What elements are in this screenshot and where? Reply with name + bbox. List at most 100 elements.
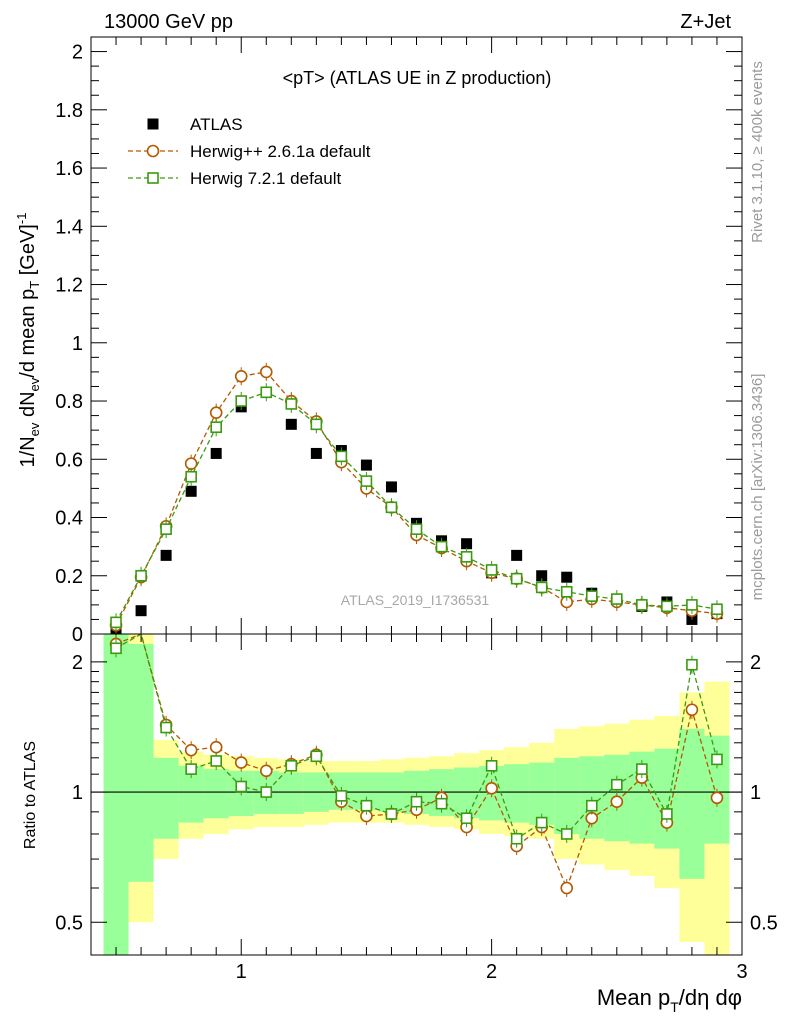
green-uncertainty-band	[203, 769, 229, 819]
main-herwig-721-point	[435, 540, 448, 553]
main-herwig-721-point	[110, 616, 122, 629]
ratio-y-tick-label-left: 0.5	[55, 912, 83, 934]
main-atlas-point	[310, 447, 322, 459]
main-atlas-point	[160, 549, 172, 561]
main-herwig-721-point	[285, 398, 298, 410]
main-plot-area	[91, 37, 742, 634]
legend-marker-atlas	[147, 118, 159, 130]
main-herwig-721-point	[560, 585, 573, 598]
ratio-herwigpp-261a-point	[209, 740, 223, 754]
main-herwig-721-point	[335, 450, 348, 463]
ratio-herwig-721-point	[435, 797, 448, 810]
x-tick-label: 2	[486, 961, 497, 983]
mcplots-label: mcplots.cern.ch [arXiv:1306.3436]	[749, 374, 766, 601]
ratio-y-tick-label-right: 0.5	[750, 912, 778, 934]
main-y-tick-label: 0.2	[55, 566, 83, 588]
main-atlas-point	[360, 459, 372, 471]
ratio-y-tick-label-right: 1	[750, 782, 761, 804]
main-series	[109, 362, 724, 637]
main-herwigpp-261a-point	[184, 457, 198, 470]
x-axis-label: Mean pT/dη dφ	[597, 985, 742, 1015]
main-herwig-721-point	[585, 590, 598, 602]
main-y-axis-label: 1/Nev dNev/d mean pT [GeV]-1	[14, 213, 42, 468]
main-herwigpp-261a-point	[209, 406, 223, 419]
legend-label-atlas: ATLAS	[190, 115, 243, 134]
main-atlas-point	[285, 418, 297, 430]
ratio-herwigpp-261a-point	[710, 791, 724, 805]
main-herwig-721-point	[611, 593, 623, 605]
main-herwig-721-point	[260, 386, 273, 399]
main-herwig-721-point	[711, 603, 723, 616]
ratio-herwig-721-point	[661, 808, 673, 820]
ratio-herwig-721-point	[285, 760, 298, 772]
ratio-herwig-721-point	[360, 799, 373, 812]
ratio-y-tick-label-right: 2	[750, 652, 761, 674]
main-herwig-721-point	[360, 475, 373, 487]
main-y-tick-label: 1.8	[55, 100, 83, 122]
ratio-herwig-721-point	[185, 763, 197, 775]
main-y-tick-label: 1.6	[55, 158, 83, 180]
ratio-series	[109, 633, 724, 898]
main-y-tick-label: 1.2	[55, 275, 83, 297]
main-herwig-721-point	[160, 523, 172, 535]
main-herwig-721-point	[385, 501, 398, 514]
ratio-herwig-721-point	[260, 786, 273, 798]
main-atlas-point	[561, 571, 573, 583]
ratio-herwig-721-point	[535, 816, 548, 829]
rivet-version-label: Rivet 3.1.10, ≥ 400k events	[749, 61, 766, 243]
main-herwig-721-point	[661, 600, 673, 613]
main-herwig-721-point	[410, 523, 423, 535]
main-herwig-721-point	[485, 564, 498, 576]
main-herwig-721-point	[535, 581, 548, 594]
main-y-tick-label: 0.8	[55, 391, 83, 413]
main-y-tick-label: 1	[72, 333, 83, 355]
main-herwig-721-point	[235, 395, 248, 407]
ratio-herwigpp-261a-point	[234, 756, 248, 769]
main-atlas-point	[511, 549, 523, 561]
main-atlas-point	[385, 481, 397, 493]
green-uncertainty-band	[554, 757, 580, 834]
green-uncertainty-band	[679, 728, 705, 879]
main-herwig-721-point	[135, 569, 147, 582]
main-herwig-721-point	[686, 599, 698, 611]
main-y-tick-label: 1.4	[55, 216, 83, 238]
green-uncertainty-band	[153, 757, 179, 839]
main-atlas-point	[536, 570, 548, 582]
ratio-y-tick-label-left: 2	[72, 652, 83, 674]
ratio-herwigpp-261a-point	[685, 703, 699, 717]
ratio-herwig-721-point	[611, 778, 623, 791]
main-herwigpp-261a-point	[259, 365, 273, 379]
ratio-herwig-721-point	[711, 753, 723, 766]
main-herwig-721-point	[310, 418, 323, 431]
ratio-herwig-721-point	[560, 828, 573, 840]
ratio-herwigpp-261a-point	[560, 881, 574, 895]
main-herwig-721-point	[210, 421, 222, 434]
main-atlas-point	[135, 605, 147, 617]
ratio-herwig-721-point	[110, 642, 122, 655]
header-right-label: Z+Jet	[680, 11, 731, 33]
ratio-axis-ticks: 0.5 0.5 1 1 2 2 1 2 3	[55, 634, 778, 983]
green-uncertainty-band	[128, 643, 154, 882]
main-y-tick-label: 0	[72, 624, 83, 646]
main-y-tick-label: 2	[72, 42, 83, 64]
ratio-herwig-721-point	[510, 832, 523, 845]
analysis-watermark: ATLAS_2019_I1736531	[341, 592, 490, 608]
main-atlas-point	[185, 485, 197, 497]
main-herwigpp-261a-point	[234, 369, 248, 383]
main-herwig-721-point	[510, 572, 523, 585]
ratio-herwig-721-point	[636, 763, 648, 775]
header-left-label: 13000 GeV pp	[104, 11, 233, 33]
ratio-herwigpp-261a-point	[184, 743, 198, 757]
ratio-herwig-721-point	[686, 658, 698, 671]
ratio-herwigpp-261a-point	[259, 764, 273, 778]
green-uncertainty-band	[504, 764, 530, 823]
legend: ATLAS Herwig++ 2.6.1a default Herwig 7.2.1…	[128, 115, 371, 188]
ratio-herwig-721-point	[160, 721, 172, 734]
ratio-herwig-721-point	[235, 780, 248, 793]
chart-title: <pT> (ATLAS UE in Z production)	[283, 68, 552, 88]
main-panel: 0 0.2 0.4 0.6 0.8 1 1.2 1.4 1.6 1.8 2 <pT> (ATLAS …	[14, 36, 743, 646]
ratio-herwig-721-point	[410, 795, 423, 808]
ratio-y-tick-label-left: 1	[72, 782, 83, 804]
green-uncertainty-band	[278, 772, 304, 814]
